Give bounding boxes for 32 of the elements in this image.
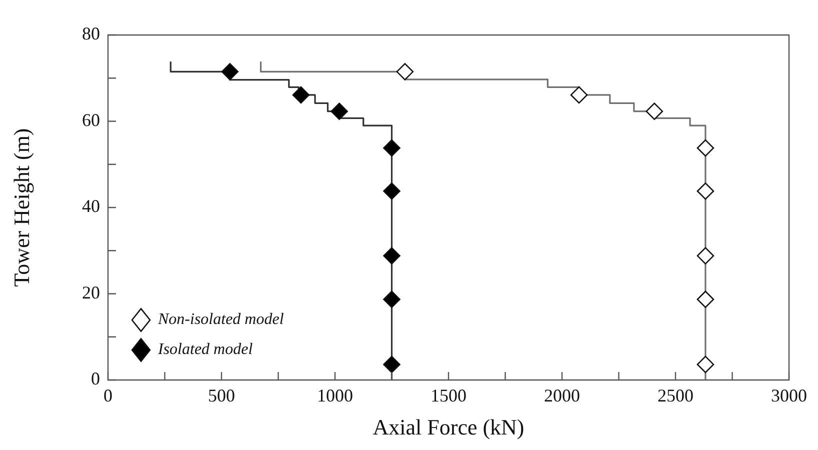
y-axis-title: Tower Height (m) [8, 128, 34, 287]
x-tick-label: 500 [208, 386, 235, 406]
x-tick-label: 3000 [771, 386, 807, 406]
x-tick-label: 1500 [430, 386, 466, 406]
y-tick-label: 80 [82, 24, 100, 44]
point [396, 63, 414, 80]
point [292, 86, 310, 104]
x-tick-label: 2000 [544, 386, 580, 406]
point [646, 102, 664, 120]
y-tick-label: 20 [82, 282, 100, 302]
point [383, 356, 400, 374]
x-tick-label: 1000 [317, 386, 353, 406]
x-tick-label: 2500 [658, 386, 694, 406]
point [221, 63, 239, 80]
legend-label: Non-isolated model [157, 311, 284, 328]
point [696, 247, 714, 264]
point [696, 182, 714, 200]
point [696, 290, 714, 308]
point [383, 182, 400, 200]
point [696, 356, 714, 374]
point [570, 86, 588, 104]
y-tick-label: 60 [82, 110, 100, 130]
point [383, 247, 400, 264]
y-tick-label: 0 [91, 368, 100, 389]
x-tick-label: 0 [104, 386, 112, 406]
legend-label: Isolated model [157, 341, 254, 358]
point [696, 139, 714, 157]
point [383, 290, 400, 308]
point [383, 139, 400, 157]
x-axis-title: Axial Force (kN) [372, 414, 524, 440]
y-tick-label: 40 [82, 196, 100, 216]
point [330, 102, 348, 120]
